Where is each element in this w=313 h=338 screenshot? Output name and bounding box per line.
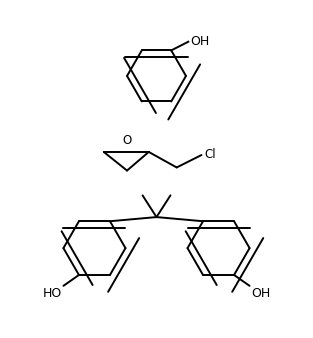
Text: HO: HO (43, 287, 62, 300)
Text: OH: OH (190, 35, 209, 48)
Text: O: O (122, 134, 132, 147)
Text: OH: OH (251, 287, 270, 300)
Text: Cl: Cl (204, 148, 216, 161)
